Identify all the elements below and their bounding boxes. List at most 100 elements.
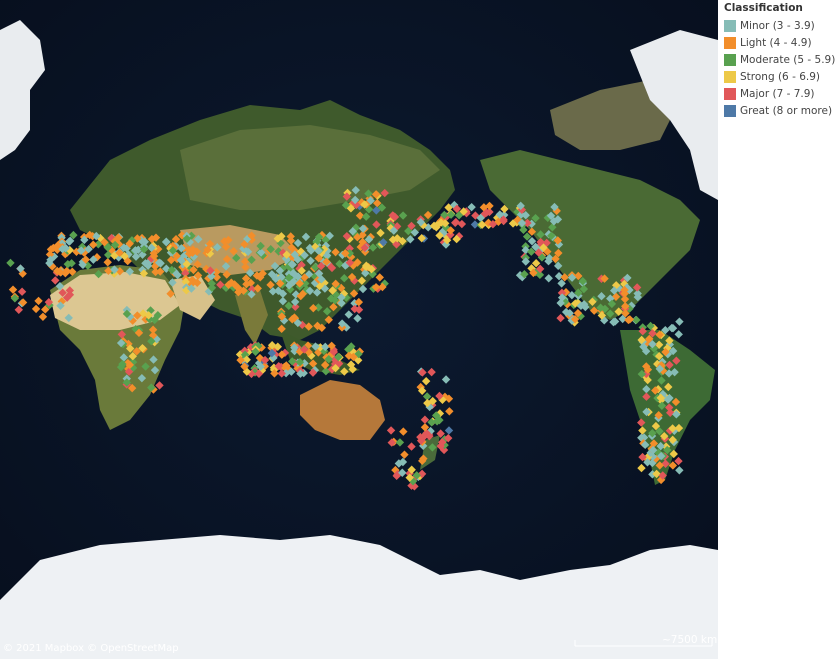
earthquake-marker[interactable] [646, 321, 655, 331]
earthquake-marker[interactable] [527, 236, 537, 246]
earthquake-marker[interactable] [78, 260, 87, 269]
earthquake-marker[interactable] [287, 260, 297, 269]
earthquake-marker[interactable] [325, 231, 334, 241]
earthquake-marker[interactable] [394, 459, 404, 468]
earthquake-marker[interactable] [68, 267, 77, 277]
earthquake-marker[interactable] [416, 436, 426, 445]
earthquake-marker[interactable] [657, 401, 667, 410]
earthquake-marker[interactable] [517, 218, 527, 228]
earthquake-marker[interactable] [92, 231, 101, 241]
earthquake-marker[interactable] [428, 443, 437, 452]
earthquake-marker[interactable] [65, 290, 75, 299]
earthquake-marker[interactable] [648, 428, 657, 438]
earthquake-marker[interactable] [557, 293, 567, 302]
earthquake-marker[interactable] [556, 298, 565, 308]
earthquake-marker[interactable] [148, 325, 158, 334]
earthquake-marker[interactable] [665, 403, 674, 412]
earthquake-marker[interactable] [89, 255, 98, 264]
earthquake-marker[interactable] [229, 247, 238, 256]
earthquake-marker[interactable] [654, 340, 664, 349]
world-map[interactable] [0, 0, 718, 659]
earthquake-marker[interactable] [470, 220, 480, 229]
earthquake-marker[interactable] [284, 281, 294, 290]
earthquake-marker[interactable] [570, 314, 580, 324]
earthquake-marker[interactable] [167, 255, 176, 265]
earthquake-marker[interactable] [477, 220, 487, 229]
earthquake-marker[interactable] [324, 354, 333, 364]
earthquake-marker[interactable] [320, 360, 330, 370]
earthquake-marker[interactable] [268, 287, 278, 296]
earthquake-marker[interactable] [337, 298, 346, 308]
earthquake-marker[interactable] [103, 250, 113, 260]
earthquake-marker[interactable] [241, 274, 251, 283]
earthquake-marker[interactable] [127, 236, 137, 245]
earthquake-marker[interactable] [407, 221, 416, 231]
earthquake-marker[interactable] [500, 204, 509, 214]
earthquake-marker[interactable] [246, 268, 255, 278]
earthquake-marker[interactable] [327, 341, 336, 350]
earthquake-marker[interactable] [253, 341, 263, 351]
earthquake-marker[interactable] [132, 347, 141, 356]
earthquake-marker[interactable] [222, 270, 231, 279]
earthquake-marker[interactable] [240, 362, 249, 371]
earthquake-marker[interactable] [651, 454, 661, 463]
earthquake-marker[interactable] [373, 198, 382, 208]
earthquake-marker[interactable] [147, 243, 156, 252]
earthquake-marker[interactable] [153, 244, 163, 254]
earthquake-marker[interactable] [242, 367, 252, 376]
earthquake-marker[interactable] [495, 210, 504, 219]
earthquake-marker[interactable] [281, 254, 291, 263]
earthquake-marker[interactable] [395, 438, 405, 447]
earthquake-marker[interactable] [648, 470, 657, 479]
earthquake-marker[interactable] [114, 233, 123, 242]
earthquake-marker[interactable] [103, 258, 112, 267]
earthquake-marker[interactable] [181, 269, 190, 278]
earthquake-marker[interactable] [327, 263, 337, 273]
earthquake-marker[interactable] [84, 244, 93, 254]
earthquake-marker[interactable] [632, 283, 642, 292]
earthquake-marker[interactable] [340, 367, 349, 376]
earthquake-marker[interactable] [63, 259, 73, 269]
earthquake-marker[interactable] [300, 251, 309, 260]
earthquake-marker[interactable] [674, 330, 683, 339]
earthquake-marker[interactable] [557, 288, 567, 298]
earthquake-marker[interactable] [536, 237, 545, 247]
earthquake-marker[interactable] [300, 345, 309, 354]
earthquake-marker[interactable] [444, 433, 453, 443]
earthquake-marker[interactable] [661, 325, 670, 335]
earthquake-marker[interactable] [141, 362, 150, 371]
earthquake-marker[interactable] [331, 363, 340, 373]
earthquake-marker[interactable] [167, 265, 177, 275]
earthquake-marker[interactable] [194, 235, 203, 244]
earthquake-marker[interactable] [655, 427, 664, 436]
earthquake-marker[interactable] [638, 452, 647, 462]
earthquake-marker[interactable] [565, 309, 574, 318]
earthquake-marker[interactable] [579, 284, 589, 294]
legend-item-moderate[interactable]: Moderate (5 - 5.9) [724, 51, 838, 68]
earthquake-marker[interactable] [221, 262, 231, 271]
earthquake-marker[interactable] [578, 276, 588, 286]
earthquake-marker[interactable] [115, 248, 124, 257]
earthquake-marker[interactable] [14, 305, 23, 315]
earthquake-marker[interactable] [45, 250, 55, 259]
earthquake-marker[interactable] [277, 350, 287, 359]
earthquake-marker[interactable] [144, 311, 153, 320]
earthquake-marker[interactable] [387, 438, 396, 447]
earthquake-marker[interactable] [535, 264, 545, 274]
earthquake-marker[interactable] [452, 204, 462, 214]
earthquake-marker[interactable] [240, 240, 249, 249]
earthquake-marker[interactable] [77, 246, 86, 255]
earthquake-marker[interactable] [376, 228, 385, 238]
earthquake-marker[interactable] [107, 233, 116, 243]
earthquake-marker[interactable] [567, 290, 577, 300]
earthquake-marker[interactable] [6, 258, 15, 268]
earthquake-marker[interactable] [446, 226, 455, 235]
earthquake-marker[interactable] [140, 237, 149, 246]
earthquake-marker[interactable] [173, 270, 182, 280]
earthquake-marker[interactable] [306, 256, 315, 265]
earthquake-marker[interactable] [139, 245, 149, 254]
earthquake-marker[interactable] [371, 190, 381, 199]
earthquake-marker[interactable] [655, 364, 664, 374]
earthquake-marker[interactable] [137, 373, 147, 383]
legend-item-great[interactable]: Great (8 or more) [724, 102, 838, 119]
